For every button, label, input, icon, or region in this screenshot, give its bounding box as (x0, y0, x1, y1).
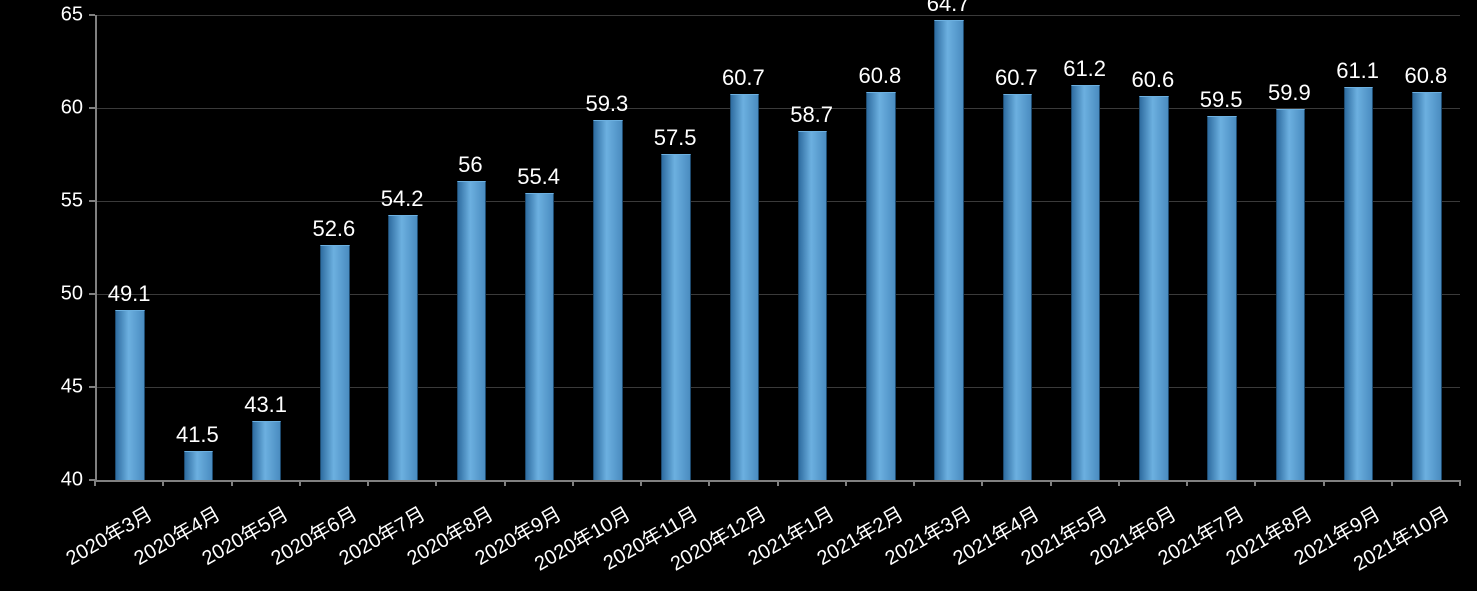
bar-value-label: 57.5 (654, 125, 697, 151)
bar (457, 181, 486, 480)
bar (1276, 109, 1305, 480)
gridline (95, 294, 1460, 295)
bar-value-label: 61.1 (1336, 58, 1379, 84)
bar (1412, 92, 1441, 480)
bar-value-label: 49.1 (108, 281, 151, 307)
bar (934, 20, 963, 480)
y-tick-label: 55 (61, 190, 83, 213)
bar (661, 154, 690, 481)
bar-value-label: 54.2 (381, 186, 424, 212)
y-tick-label: 60 (61, 97, 83, 120)
bar (798, 131, 827, 480)
bar (1071, 85, 1100, 480)
bar-value-label: 59.9 (1268, 80, 1311, 106)
bar (1344, 87, 1373, 480)
bar-value-label: 59.3 (585, 91, 628, 117)
y-tick-label: 50 (61, 283, 83, 306)
gridline (95, 387, 1460, 388)
y-tick-label: 65 (61, 4, 83, 27)
bar-value-label: 58.7 (790, 102, 833, 128)
bar-value-label: 60.7 (995, 65, 1038, 91)
bar (388, 215, 417, 480)
bar (320, 245, 349, 480)
bar (252, 421, 281, 480)
y-tick-label: 45 (61, 376, 83, 399)
bar-value-label: 52.6 (312, 216, 355, 242)
bar (115, 310, 144, 480)
bar-value-label: 56 (458, 152, 482, 178)
bar-value-label: 61.2 (1063, 56, 1106, 82)
bar (1139, 96, 1168, 480)
bar-value-label: 60.7 (722, 65, 765, 91)
y-axis-line (95, 15, 97, 480)
bar (184, 451, 213, 480)
bar-value-label: 60.6 (1131, 67, 1174, 93)
bar-value-label: 43.1 (244, 392, 287, 418)
gridline (95, 201, 1460, 202)
bar-value-label: 60.8 (858, 63, 901, 89)
bar-value-label: 41.5 (176, 422, 219, 448)
bar-chart: 404550556065 2020年3月2020年4月2020年5月2020年6… (0, 0, 1477, 591)
bar-value-label: 60.8 (1404, 63, 1447, 89)
bar (730, 94, 759, 480)
bar (593, 120, 622, 480)
bar-value-label: 55.4 (517, 164, 560, 190)
gridline (95, 15, 1460, 16)
bar-value-label: 59.5 (1200, 87, 1243, 113)
bar (1003, 94, 1032, 480)
bar (866, 92, 895, 480)
x-axis-line (95, 480, 1460, 482)
gridline (95, 108, 1460, 109)
bar-value-label: 64.7 (927, 0, 970, 17)
plot-area (95, 15, 1460, 480)
y-tick-label: 40 (61, 469, 83, 492)
bar (1207, 116, 1236, 480)
bar (525, 193, 554, 480)
